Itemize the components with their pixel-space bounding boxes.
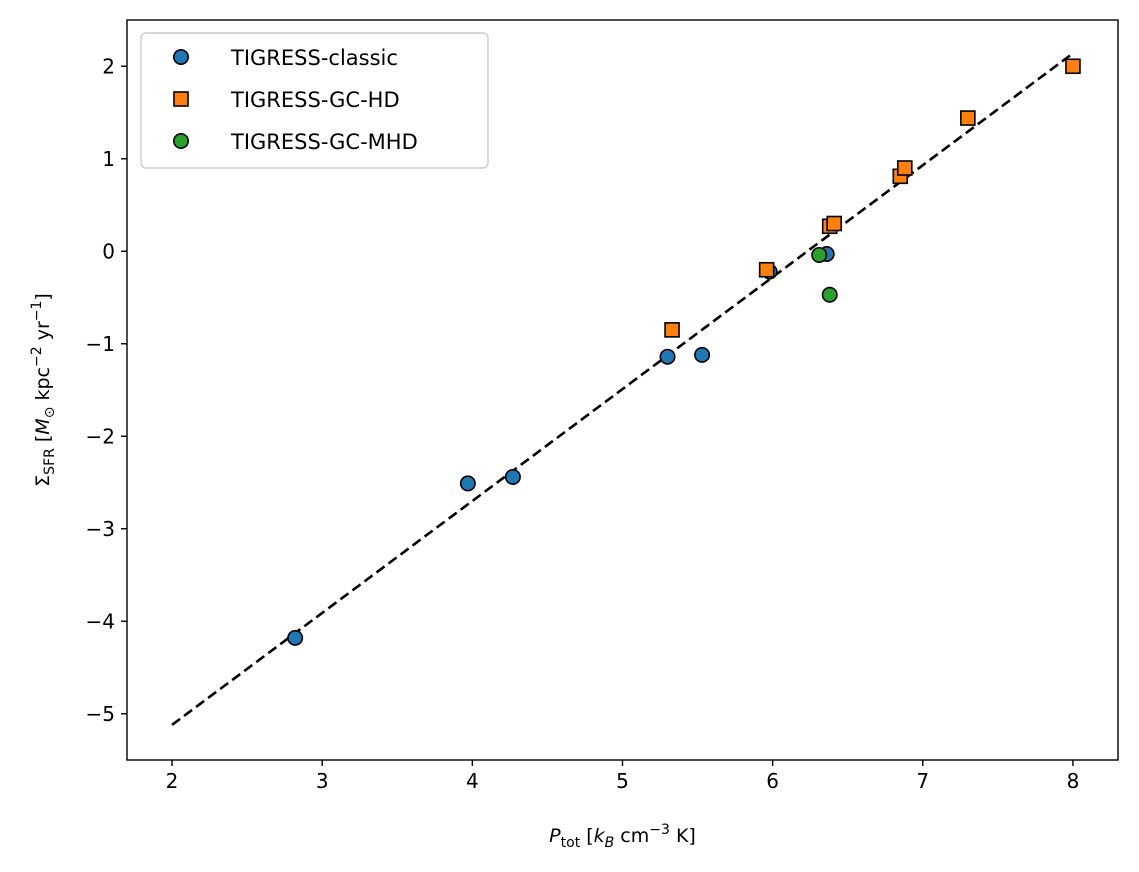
x-axis-label-part-1: tot: [561, 835, 581, 851]
plot-area: [171, 52, 1081, 726]
data-point-series-0-0: [287, 629, 304, 646]
y-axis-label-part-2: [: [32, 435, 54, 448]
data-point-series-0-3: [659, 348, 676, 365]
data-point-series-2-1: [821, 286, 838, 303]
data-point-series-2-0: [811, 246, 828, 263]
x-axis-label: Ptot [kB cm−3 K]: [549, 822, 696, 851]
data-point-series-1-0: [664, 322, 680, 338]
x-tick-label: 8: [1067, 769, 1080, 793]
x-axis-label-part-3: k: [594, 825, 606, 847]
y-axis-label-part-4: ⊙: [42, 407, 58, 419]
x-axis-label-part-5: cm: [614, 825, 649, 847]
legend-marker-0: [173, 48, 190, 65]
x-axis-label-part-7: K]: [670, 825, 696, 847]
data-point-series-0-2: [504, 468, 521, 485]
y-axis-label: ΣSFR [M⊙ kpc−2 yr−1]: [29, 293, 58, 487]
x-tick-label: 4: [466, 769, 479, 793]
y-axis-label-part-8: −1: [29, 301, 45, 322]
y-axis-label-part-3: M: [32, 418, 54, 434]
data-point-series-1-1: [758, 261, 775, 278]
data-point-series-0-4: [694, 346, 711, 363]
data-point-series-1-6: [960, 110, 976, 126]
y-axis-label-part-9: ]: [32, 293, 54, 300]
y-axis-label-part-0: Σ: [32, 475, 54, 487]
fit-line: [171, 52, 1074, 726]
legend-label-2: TIGRESS-GC-MHD: [230, 130, 418, 154]
legend-label-0: TIGRESS-classic: [230, 46, 398, 70]
x-axis-label-part-0: P: [549, 825, 561, 847]
legend-marker-1: [173, 91, 189, 107]
y-tick-label: −1: [86, 332, 115, 356]
y-axis-label-part-6: −2: [29, 346, 45, 367]
x-tick-label: 6: [766, 769, 779, 793]
y-tick-label: −4: [86, 609, 115, 633]
x-axis-label-part-4: B: [605, 835, 615, 851]
legend: TIGRESS-classic TIGRESS-GC-HD TIGRESS-GC-M…: [140, 32, 489, 169]
legend-label-1: TIGRESS-GC-HD: [230, 88, 400, 112]
y-tick-label: 1: [102, 147, 115, 171]
y-axis-label-part-5: kpc: [32, 367, 54, 407]
x-tick-label: 2: [166, 769, 179, 793]
x-tick-label: 7: [916, 769, 929, 793]
y-tick-label: −5: [86, 702, 115, 726]
data-point-series-1-5: [896, 160, 913, 176]
y-tick-label: 2: [102, 54, 115, 78]
x-axis-label-part-6: −3: [649, 822, 670, 838]
data-point-series-1-7: [1065, 58, 1081, 75]
y-tick-label: −3: [86, 517, 115, 541]
legend-box: [140, 32, 489, 169]
y-axis-label-part-1: SFR: [42, 448, 58, 475]
data-point-series-0-1: [459, 475, 476, 492]
x-tick-label: 5: [616, 769, 629, 793]
data-point-series-1-3: [826, 215, 843, 232]
y-axis-label-part-7: yr: [32, 321, 54, 346]
x-axis-label-part-2: [: [580, 825, 593, 847]
x-tick-label: 3: [316, 769, 329, 793]
y-tick-label: −2: [86, 424, 115, 448]
y-tick-label: 0: [102, 239, 115, 263]
legend-marker-2: [173, 133, 190, 150]
